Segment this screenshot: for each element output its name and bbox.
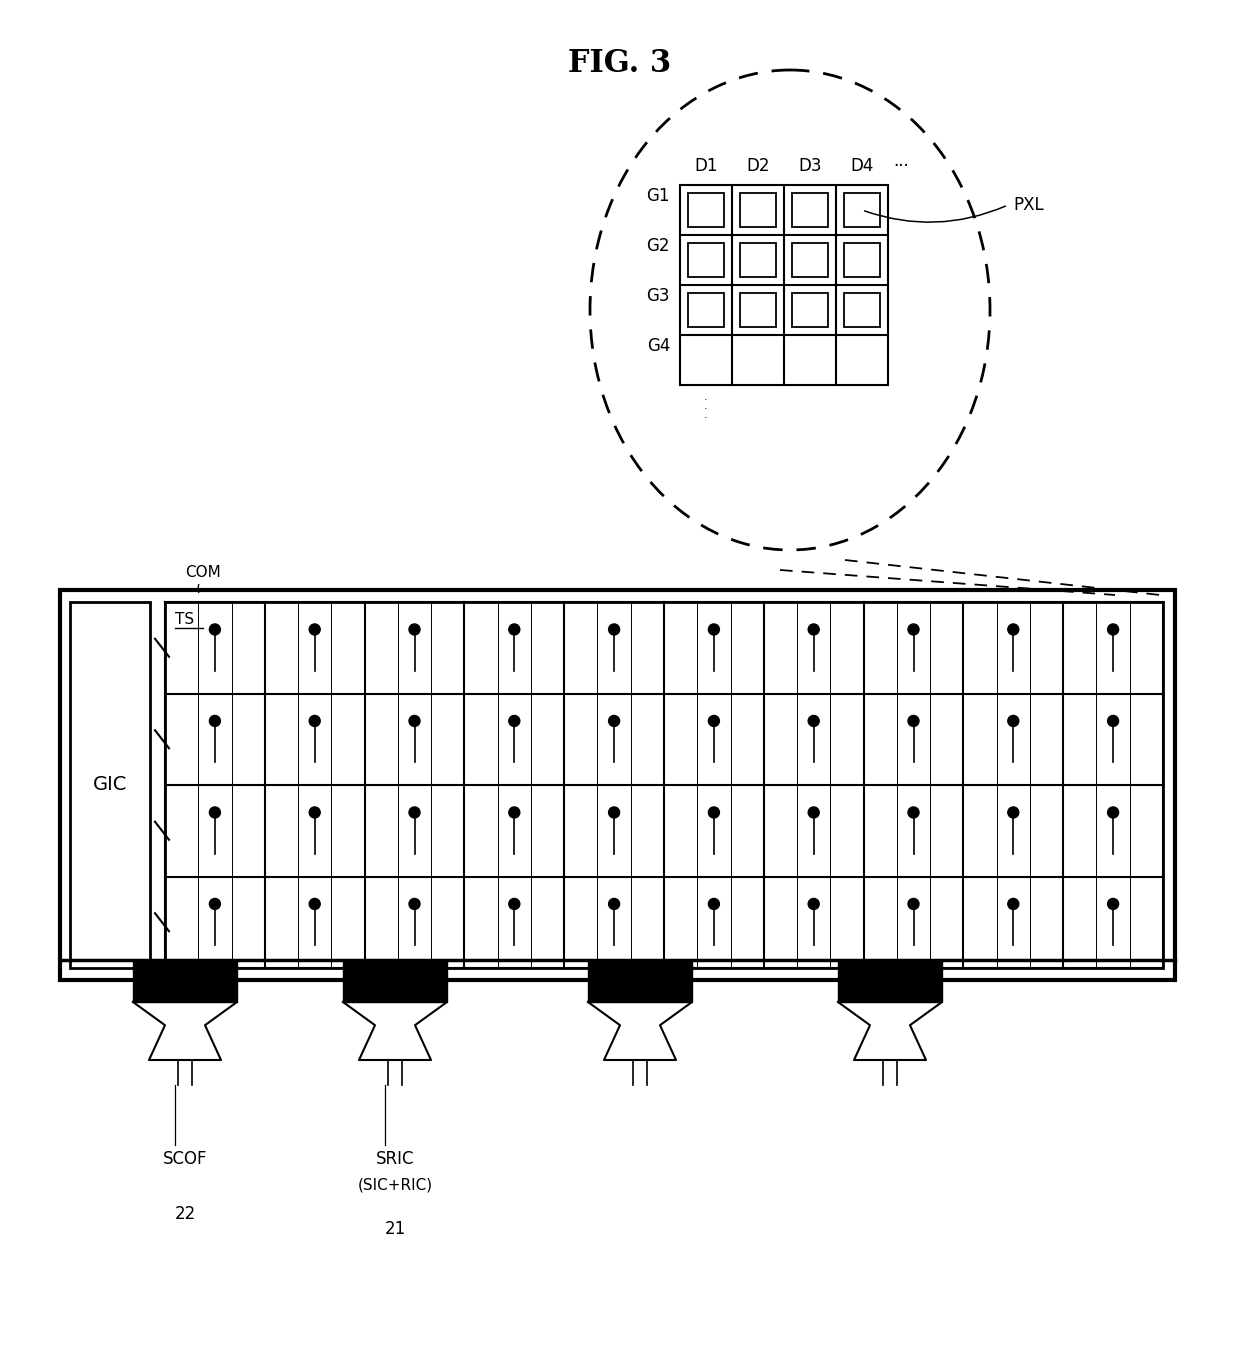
Circle shape: [908, 807, 919, 818]
Text: G2: G2: [646, 237, 670, 256]
Circle shape: [908, 716, 919, 726]
Text: FIG. 3: FIG. 3: [568, 48, 672, 79]
Bar: [688, 293, 724, 327]
Circle shape: [1107, 716, 1118, 726]
Bar: [60, 590, 1176, 981]
Bar: [133, 960, 237, 1002]
Circle shape: [1107, 898, 1118, 909]
Circle shape: [908, 898, 919, 909]
Text: G4: G4: [646, 338, 670, 355]
Text: SCOF: SCOF: [162, 1150, 207, 1167]
Bar: [740, 192, 776, 227]
Circle shape: [409, 898, 420, 909]
Circle shape: [908, 624, 919, 635]
Circle shape: [708, 807, 719, 818]
Circle shape: [609, 898, 620, 909]
Text: D2: D2: [746, 157, 770, 175]
Bar: [792, 192, 828, 227]
Text: 22: 22: [175, 1205, 196, 1223]
Circle shape: [1107, 807, 1118, 818]
Text: PXL: PXL: [1013, 196, 1044, 214]
Bar: [165, 603, 1163, 968]
Circle shape: [1107, 624, 1118, 635]
Bar: [688, 192, 724, 227]
Bar: [844, 243, 880, 277]
Circle shape: [508, 716, 520, 726]
Circle shape: [808, 624, 820, 635]
Text: G3: G3: [646, 286, 670, 305]
Text: TS: TS: [175, 612, 195, 627]
Circle shape: [309, 624, 320, 635]
Bar: [688, 243, 724, 277]
Circle shape: [409, 624, 420, 635]
Bar: [588, 960, 692, 1002]
Circle shape: [1008, 898, 1019, 909]
Bar: [838, 960, 942, 1002]
Text: G1: G1: [646, 187, 670, 204]
Circle shape: [508, 807, 520, 818]
Circle shape: [609, 716, 620, 726]
Circle shape: [708, 898, 719, 909]
Text: (SIC+RIC): (SIC+RIC): [357, 1178, 433, 1193]
Circle shape: [309, 716, 320, 726]
Bar: [792, 293, 828, 327]
Bar: [844, 293, 880, 327]
Circle shape: [309, 807, 320, 818]
Circle shape: [508, 898, 520, 909]
Circle shape: [309, 898, 320, 909]
Text: D3: D3: [799, 157, 822, 175]
Circle shape: [1008, 807, 1019, 818]
Circle shape: [210, 624, 221, 635]
Text: D4: D4: [851, 157, 874, 175]
Bar: [792, 243, 828, 277]
Circle shape: [808, 898, 820, 909]
Bar: [740, 243, 776, 277]
Circle shape: [708, 716, 719, 726]
Circle shape: [1008, 624, 1019, 635]
Bar: [740, 293, 776, 327]
Text: COM: COM: [185, 565, 221, 580]
Circle shape: [508, 624, 520, 635]
Circle shape: [609, 624, 620, 635]
Circle shape: [210, 807, 221, 818]
Circle shape: [708, 624, 719, 635]
Circle shape: [210, 716, 221, 726]
Circle shape: [808, 807, 820, 818]
Circle shape: [808, 716, 820, 726]
Bar: [343, 960, 446, 1002]
Circle shape: [609, 807, 620, 818]
Circle shape: [1008, 716, 1019, 726]
Text: GIC: GIC: [93, 776, 128, 795]
Text: 21: 21: [384, 1220, 405, 1237]
Circle shape: [409, 807, 420, 818]
Text: ···: ···: [893, 157, 909, 175]
Bar: [69, 603, 150, 968]
Text: D1: D1: [694, 157, 718, 175]
Circle shape: [409, 716, 420, 726]
Circle shape: [210, 898, 221, 909]
Text: SRIC: SRIC: [376, 1150, 414, 1167]
Text: ·
·
·: · · ·: [704, 395, 708, 424]
Bar: [844, 192, 880, 227]
